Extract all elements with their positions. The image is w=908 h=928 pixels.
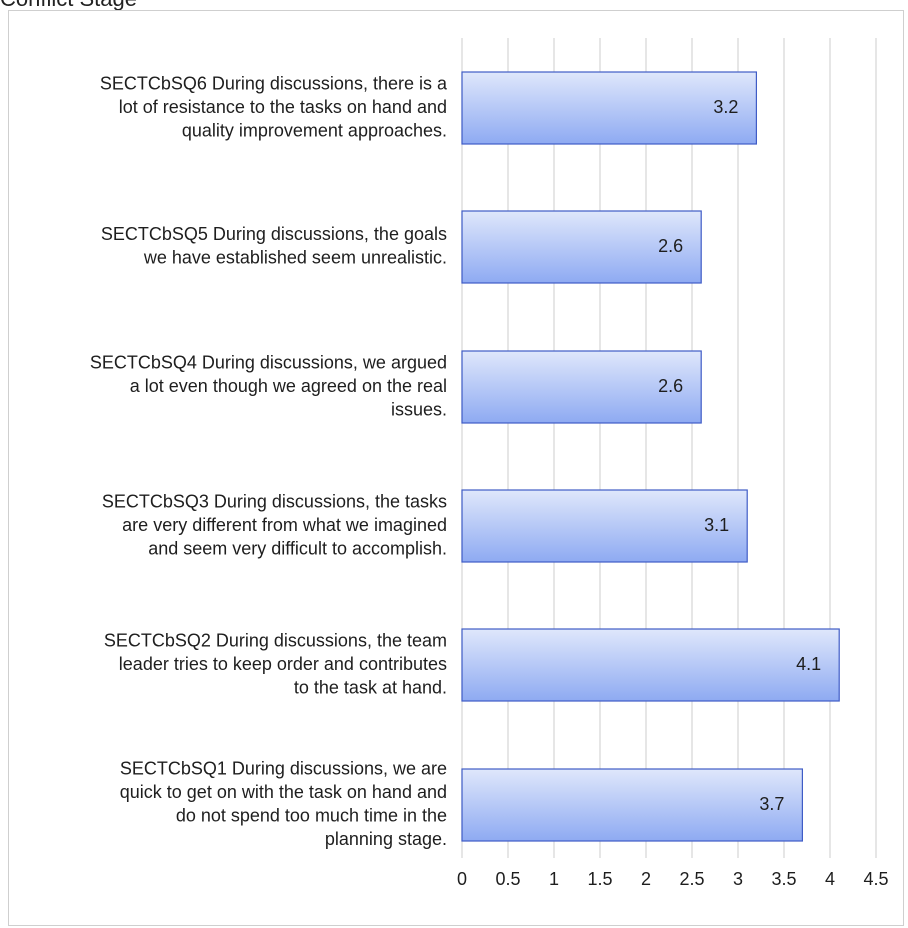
data-label-5: 3.7: [759, 794, 784, 814]
category-labels: SECTCbSQ6 During discussions, there is a…: [90, 73, 448, 849]
category-label-1-line-1: we have established seem unrealistic.: [143, 248, 447, 268]
data-label-4: 4.1: [796, 654, 821, 674]
category-label-4-line-2: to the task at hand.: [294, 677, 447, 697]
category-label-5: SECTCbSQ1 During discussions, we are quic…: [120, 759, 447, 850]
bar-0: [461, 71, 757, 145]
x-tick-label-6: 3: [733, 869, 743, 889]
category-label-0-line-1: lot of resistance to the tasks on hand a…: [119, 97, 447, 117]
x-tick-label-7: 3.5: [771, 869, 796, 889]
x-tick-label-1: 0.5: [495, 869, 520, 889]
x-tick-label-2: 1: [549, 869, 559, 889]
category-label-3-line-0: SECTCbSQ3 During discussions, the tasks: [102, 491, 447, 511]
category-label-2-line-0: SECTCbSQ4 During discussions, we argued: [90, 352, 447, 372]
bars: 3.2 2.6 2.6 3.1 4.1 3.7: [461, 71, 840, 842]
bar-1: [461, 210, 702, 284]
bar-2: [461, 350, 702, 424]
data-label-3: 3.1: [704, 515, 729, 535]
category-label-5-line-0: SECTCbSQ1 During discussions, we are: [120, 759, 447, 779]
category-label-3-line-1: are very different from what we imagined: [122, 515, 447, 535]
bar-5: [461, 768, 803, 842]
chart-title: Conflict Stage: [0, 0, 137, 12]
x-axis-ticks: 0 0.5 1 1.5 2 2.5 3 3.5 4 4.5: [457, 869, 889, 889]
data-label-0: 3.2: [713, 97, 738, 117]
category-label-3-line-2: and seem very difficult to accomplish.: [148, 538, 447, 558]
x-tick-label-3: 1.5: [587, 869, 612, 889]
category-label-5-line-1: quick to get on with the task on hand an…: [120, 782, 447, 802]
grid-lines: [461, 38, 877, 858]
category-label-4: SECTCbSQ2 During discussions, the team le…: [104, 630, 447, 697]
data-label-2: 2.6: [658, 376, 683, 396]
category-label-0-line-0: SECTCbSQ6 During discussions, there is a: [100, 73, 448, 93]
bar-3: [461, 489, 748, 563]
bar-4: [461, 628, 840, 702]
category-label-5-line-3: planning stage.: [325, 829, 447, 849]
x-tick-label-4: 2: [641, 869, 651, 889]
x-tick-label-8: 4: [825, 869, 835, 889]
x-tick-label-5: 2.5: [679, 869, 704, 889]
x-tick-label-9: 4.5: [863, 869, 888, 889]
category-label-0: SECTCbSQ6 During discussions, there is a…: [100, 73, 448, 140]
category-label-4-line-1: leader tries to keep order and contribut…: [119, 654, 447, 674]
chart-frame: [8, 10, 904, 926]
category-label-2-line-2: issues.: [391, 399, 447, 419]
category-label-2-line-1: a lot even though we agreed on the real: [130, 376, 447, 396]
category-label-5-line-2: do not spend too much time in the: [176, 806, 447, 826]
category-label-1: SECTCbSQ5 During discussions, the goals w…: [101, 224, 447, 268]
data-label-1: 2.6: [658, 236, 683, 256]
category-label-3: SECTCbSQ3 During discussions, the tasks a…: [102, 491, 447, 558]
x-tick-label-0: 0: [457, 869, 467, 889]
category-label-0-line-2: quality improvement approaches.: [182, 120, 447, 140]
category-label-1-line-0: SECTCbSQ5 During discussions, the goals: [101, 224, 447, 244]
category-label-2: SECTCbSQ4 During discussions, we argued a…: [90, 352, 447, 419]
category-label-4-line-0: SECTCbSQ2 During discussions, the team: [104, 630, 447, 650]
